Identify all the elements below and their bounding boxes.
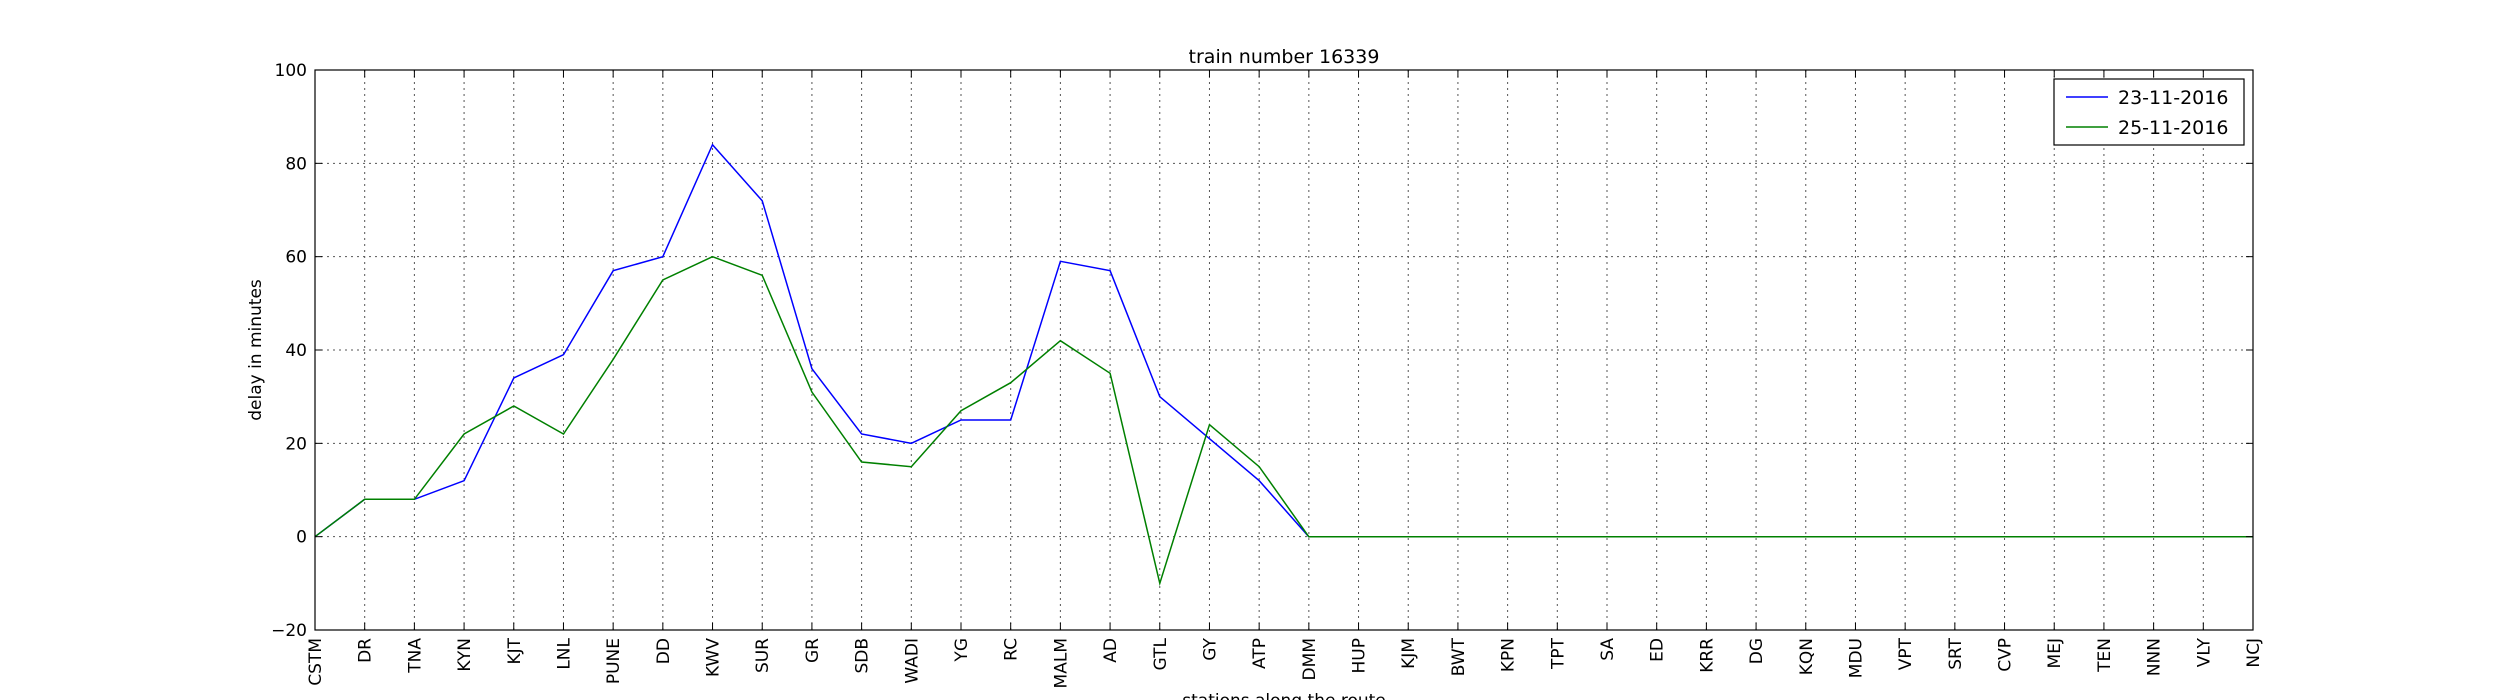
legend-label: 25-11-2016 bbox=[2118, 117, 2228, 139]
x-tick-label: KJT bbox=[505, 637, 525, 664]
y-tick-label: −20 bbox=[271, 621, 307, 641]
x-tick-label: KJM bbox=[1399, 638, 1419, 669]
x-tick-label: BWT bbox=[1449, 637, 1469, 676]
x-tick-label: GTL bbox=[1151, 637, 1171, 670]
x-tick-label: WADI bbox=[902, 638, 922, 684]
legend-box bbox=[2053, 78, 2245, 146]
series-line-25-11-2016 bbox=[314, 255, 2253, 587]
x-tick-label: CVP bbox=[1996, 638, 2016, 672]
x-tick-label: RC bbox=[1002, 638, 1022, 661]
x-tick-label: KQN bbox=[1797, 638, 1817, 675]
x-tick-label: CSTM bbox=[306, 638, 326, 686]
legend: 23-11-2016 25-11-2016 bbox=[2053, 78, 2245, 146]
x-tick-label: GY bbox=[1200, 637, 1220, 660]
x-tick-label: DR bbox=[356, 638, 376, 663]
x-tick-label: TNA bbox=[405, 638, 425, 674]
chart-title: train number 16339 bbox=[1189, 46, 1380, 68]
x-tick-label: SA bbox=[1598, 638, 1618, 661]
legend-label: 23-11-2016 bbox=[2118, 87, 2228, 109]
x-tick-label: AD bbox=[1101, 638, 1121, 663]
plot-frame bbox=[314, 69, 2254, 631]
y-tick-label: 60 bbox=[285, 248, 307, 268]
y-tick-label: 80 bbox=[285, 154, 307, 174]
x-tick-label: ATP bbox=[1250, 638, 1270, 669]
x-tick-label: TPT bbox=[1548, 637, 1568, 670]
x-tick-label: KRR bbox=[1697, 638, 1717, 673]
x-tick-label: LNL bbox=[554, 637, 574, 669]
x-tick-label: SRT bbox=[1946, 637, 1966, 669]
x-tick-label: DMM bbox=[1300, 638, 1320, 680]
y-tick-label: 40 bbox=[285, 341, 307, 361]
x-tick-label: VPT bbox=[1896, 637, 1916, 670]
x-tick-label: PUNE bbox=[604, 638, 624, 684]
x-tick-label: DD bbox=[654, 638, 674, 664]
x-tick-label: GR bbox=[803, 638, 823, 663]
x-tick-label: VLY bbox=[2194, 637, 2214, 667]
grid bbox=[314, 69, 2254, 631]
x-tick-label: SUR bbox=[753, 638, 773, 673]
x-tick-label: MALM bbox=[1051, 638, 1071, 688]
x-tick-label: DG bbox=[1747, 638, 1767, 664]
x-tick-label: HUP bbox=[1350, 638, 1370, 673]
x-tick-label: KWV bbox=[704, 638, 724, 677]
x-tick-label: NNN bbox=[2145, 638, 2165, 676]
x-axis-label: stations along the route bbox=[1182, 691, 1386, 700]
axis-ticks: CSTM DR TNA KYN KJT LNL PUNE DD KWV SUR GR SDB WADI Y… bbox=[271, 61, 2264, 688]
y-axis-label: delay in minutes bbox=[246, 279, 266, 421]
x-tick-label: KPN bbox=[1499, 638, 1519, 672]
x-tick-label: NCJ bbox=[2244, 638, 2264, 668]
x-tick-label: YG bbox=[952, 638, 972, 663]
y-tick-label: 100 bbox=[275, 61, 307, 81]
x-tick-label: TEN bbox=[2095, 638, 2115, 673]
series-lines bbox=[314, 143, 2253, 587]
series-line-23-11-2016 bbox=[314, 143, 2253, 538]
x-tick-label: ED bbox=[1648, 638, 1668, 662]
y-tick-label: 0 bbox=[296, 528, 307, 548]
x-tick-label: MDU bbox=[1846, 638, 1866, 678]
x-tick-label: MEJ bbox=[2045, 638, 2065, 668]
y-tick-label: 20 bbox=[285, 434, 307, 454]
x-tick-label: KYN bbox=[455, 638, 475, 672]
x-tick-label: SDB bbox=[853, 638, 873, 674]
